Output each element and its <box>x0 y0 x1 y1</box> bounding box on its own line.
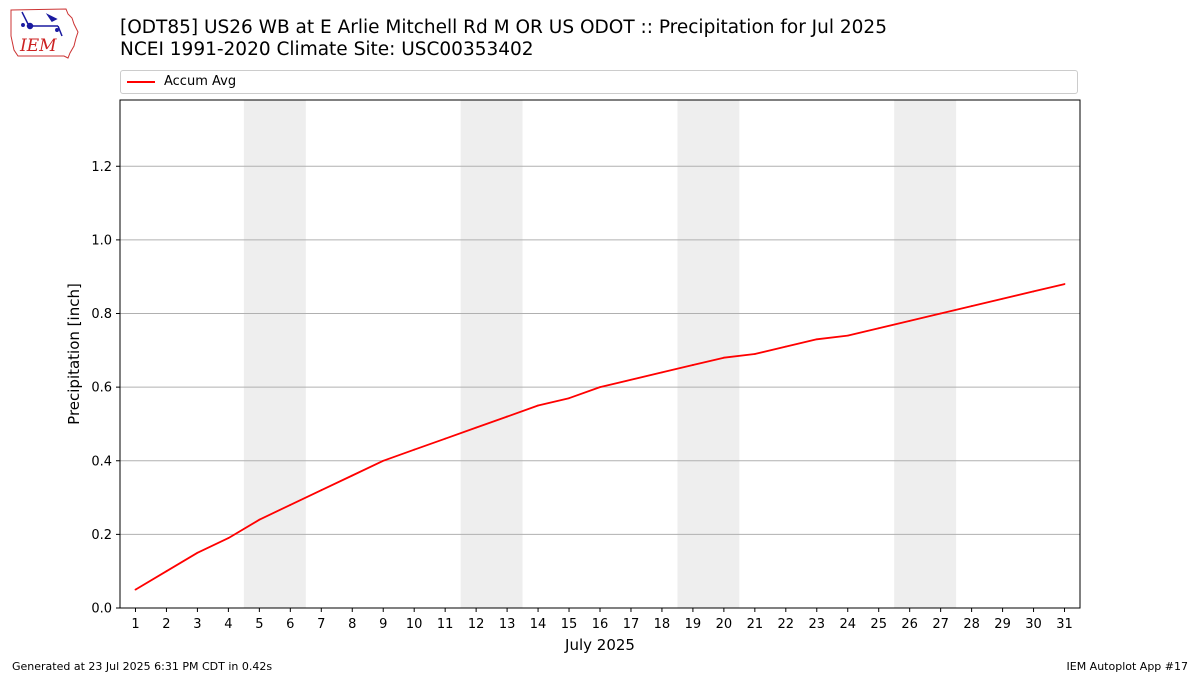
x-tick-label: 26 <box>901 617 918 632</box>
data-point <box>227 537 230 539</box>
data-point <box>692 364 694 366</box>
generated-timestamp: Generated at 23 Jul 2025 6:31 PM CDT in … <box>12 660 273 673</box>
data-point <box>1001 297 1004 300</box>
data-point <box>1032 290 1035 293</box>
y-tick-label: 1.0 <box>91 233 112 248</box>
data-point <box>444 437 447 440</box>
weekend-band <box>460 100 523 608</box>
x-tick-label: 16 <box>592 617 609 632</box>
x-tick-label: 7 <box>317 617 325 632</box>
data-point <box>506 415 508 418</box>
weekend-band <box>677 100 740 608</box>
x-tick-label: 6 <box>286 617 294 632</box>
weekend-band <box>894 100 957 608</box>
data-point <box>134 588 137 591</box>
series-line-accum-avg <box>135 283 1065 591</box>
data-point <box>475 426 478 429</box>
x-tick-label: 14 <box>530 617 547 632</box>
x-tick-label: 17 <box>623 617 640 632</box>
data-point <box>599 386 601 389</box>
y-tick-label: 1.2 <box>91 160 112 175</box>
y-tick-label: 0.8 <box>91 307 112 322</box>
data-point <box>413 448 416 451</box>
data-point <box>661 371 663 374</box>
x-tick-label: 19 <box>685 617 702 632</box>
x-tick-label: 30 <box>1025 617 1042 632</box>
x-tick-label: 3 <box>193 617 201 632</box>
legend-swatch <box>127 81 155 83</box>
data-point <box>537 404 539 407</box>
data-point <box>877 327 880 330</box>
y-tick-label: 0.4 <box>91 454 112 469</box>
x-tick-label: 18 <box>654 617 671 632</box>
data-point <box>939 312 942 315</box>
data-point <box>908 319 911 322</box>
x-tick-label: 15 <box>561 617 578 632</box>
legend-label: Accum Avg <box>164 74 237 89</box>
logo-text: IEM <box>19 36 57 56</box>
data-point <box>382 459 385 462</box>
data-point <box>846 334 849 337</box>
x-tick-label: 8 <box>348 617 356 632</box>
data-point <box>196 551 199 554</box>
x-tick-label: 5 <box>255 617 263 632</box>
x-tick-label: 1 <box>131 617 139 632</box>
x-tick-label: 27 <box>932 617 949 632</box>
x-tick-label: 25 <box>870 617 887 632</box>
x-tick-label: 10 <box>406 617 423 632</box>
data-point <box>630 378 632 381</box>
x-tick-label: 29 <box>994 617 1011 632</box>
data-point <box>568 397 570 400</box>
x-axis-label: July 2025 <box>564 636 635 654</box>
x-tick-label: 31 <box>1056 617 1073 632</box>
weather-station-icon <box>21 11 63 37</box>
data-point <box>351 474 354 477</box>
x-tick-label: 20 <box>716 617 733 632</box>
x-tick-label: 28 <box>963 617 980 632</box>
x-tick-label: 13 <box>499 617 516 632</box>
weekend-band <box>243 100 306 608</box>
data-point <box>970 305 973 308</box>
y-tick-label: 0.6 <box>91 381 112 396</box>
legend: Accum Avg <box>120 70 1078 94</box>
x-tick-label: 4 <box>224 617 232 632</box>
data-point <box>289 504 292 506</box>
plot-area-frame <box>119 99 1081 609</box>
iem-logo: IEM <box>10 8 79 59</box>
chart-subtitle: NCEI 1991-2020 Climate Site: USC00353402 <box>120 39 534 60</box>
x-tick-label: 21 <box>747 617 764 632</box>
x-tick-label: 23 <box>809 617 826 632</box>
data-point <box>1063 283 1066 285</box>
x-tick-label: 2 <box>162 617 170 632</box>
data-point <box>784 345 787 348</box>
data-point <box>815 338 818 341</box>
data-point <box>320 489 323 492</box>
x-tick-label: 11 <box>437 617 454 632</box>
y-tick-label: 0.2 <box>91 528 112 543</box>
x-tick-label: 12 <box>468 617 485 632</box>
x-tick-label: 24 <box>839 617 856 632</box>
x-tick-label: 9 <box>379 617 387 632</box>
data-point <box>165 570 168 573</box>
iowa-outline-icon <box>10 8 79 59</box>
y-axis-label: Precipitation [inch] <box>65 283 83 425</box>
data-point <box>722 356 725 359</box>
data-point <box>258 518 261 521</box>
app-credit: IEM Autoplot App #17 <box>1066 660 1189 673</box>
y-tick-label: 0.0 <box>91 602 112 617</box>
data-point <box>753 353 756 355</box>
x-tick-label: 22 <box>778 617 795 632</box>
chart-title: [ODT85] US26 WB at E Arlie Mitchell Rd M… <box>120 17 887 38</box>
